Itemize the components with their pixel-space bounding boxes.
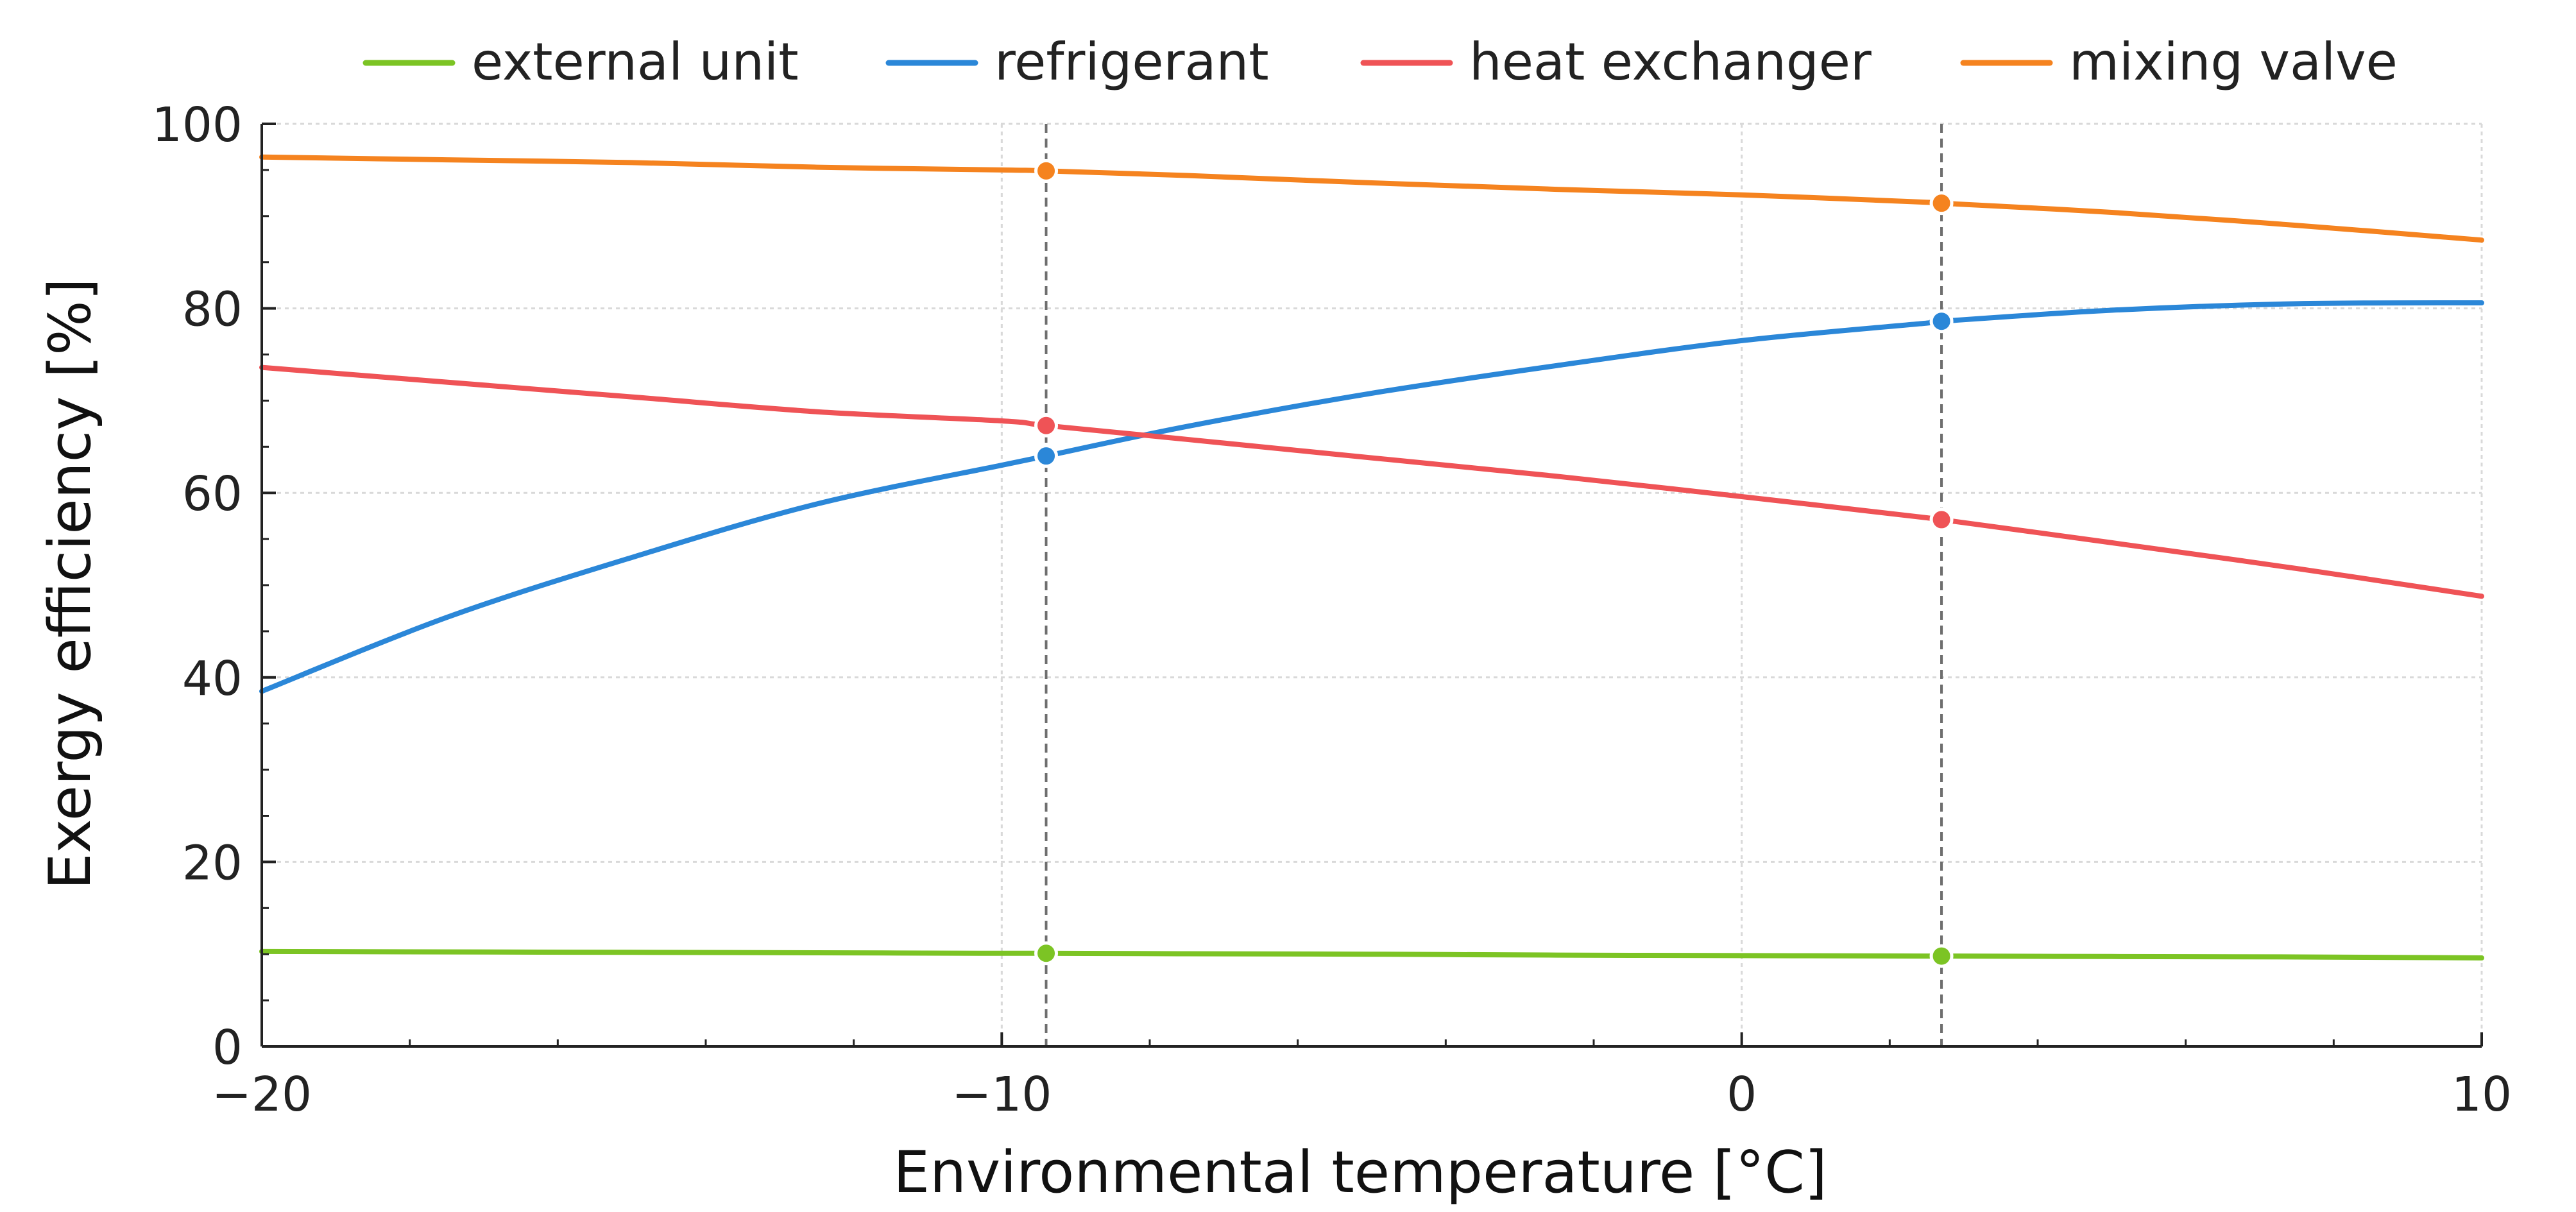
y-tick-label: 20	[182, 835, 243, 891]
legend-label: external unit	[472, 32, 799, 92]
x-tick-label: −10	[951, 1067, 1052, 1122]
data-point-mixing-valve	[1034, 158, 1059, 183]
series-line-external-unit	[259, 948, 2484, 960]
series-line-heat-exchanger	[259, 364, 2484, 599]
x-tick-label: −20	[212, 1067, 312, 1122]
data-point-external-unit	[1929, 944, 1954, 968]
data-point-external-unit	[1034, 941, 1059, 966]
y-tick-label: 40	[182, 651, 243, 706]
series-lines	[259, 154, 2484, 960]
x-tick-label: 0	[1727, 1067, 1757, 1122]
y-tick-label: 80	[182, 282, 243, 337]
x-axis-title: Environmental temperature [°C]	[893, 1139, 1827, 1206]
legend-label: mixing valve	[2069, 32, 2398, 92]
y-axis-title: Exergy efficiency [%]	[37, 278, 104, 890]
data-point-heat-exchanger	[1034, 413, 1059, 438]
y-tick-label: 100	[152, 98, 243, 153]
legend: external unit refrigerant heat exchanger mi…	[363, 32, 2398, 92]
axes	[260, 123, 2483, 1048]
legend-item-heat-exchanger: heat exchanger	[1360, 32, 1872, 92]
legend-item-external-unit: external unit	[363, 32, 799, 92]
legend-label: heat exchanger	[1469, 32, 1872, 92]
data-point-mixing-valve	[1929, 191, 1954, 216]
series-markers	[1034, 158, 1954, 968]
y-tick-label: 0	[212, 1020, 243, 1075]
series-line-refrigerant	[259, 300, 2484, 694]
series-line-mixing-valve	[259, 154, 2484, 243]
data-point-refrigerant	[1929, 309, 1954, 334]
x-tick-label: 10	[2452, 1067, 2512, 1122]
data-point-heat-exchanger	[1929, 508, 1954, 532]
y-tick-label: 60	[182, 466, 243, 522]
legend-item-mixing-valve: mixing valve	[1960, 32, 2398, 92]
data-point-refrigerant	[1034, 444, 1059, 468]
grid-lines	[262, 123, 2483, 1046]
reference-lines	[1045, 124, 1943, 1046]
legend-item-refrigerant: refrigerant	[885, 32, 1269, 92]
legend-label: refrigerant	[994, 32, 1269, 92]
